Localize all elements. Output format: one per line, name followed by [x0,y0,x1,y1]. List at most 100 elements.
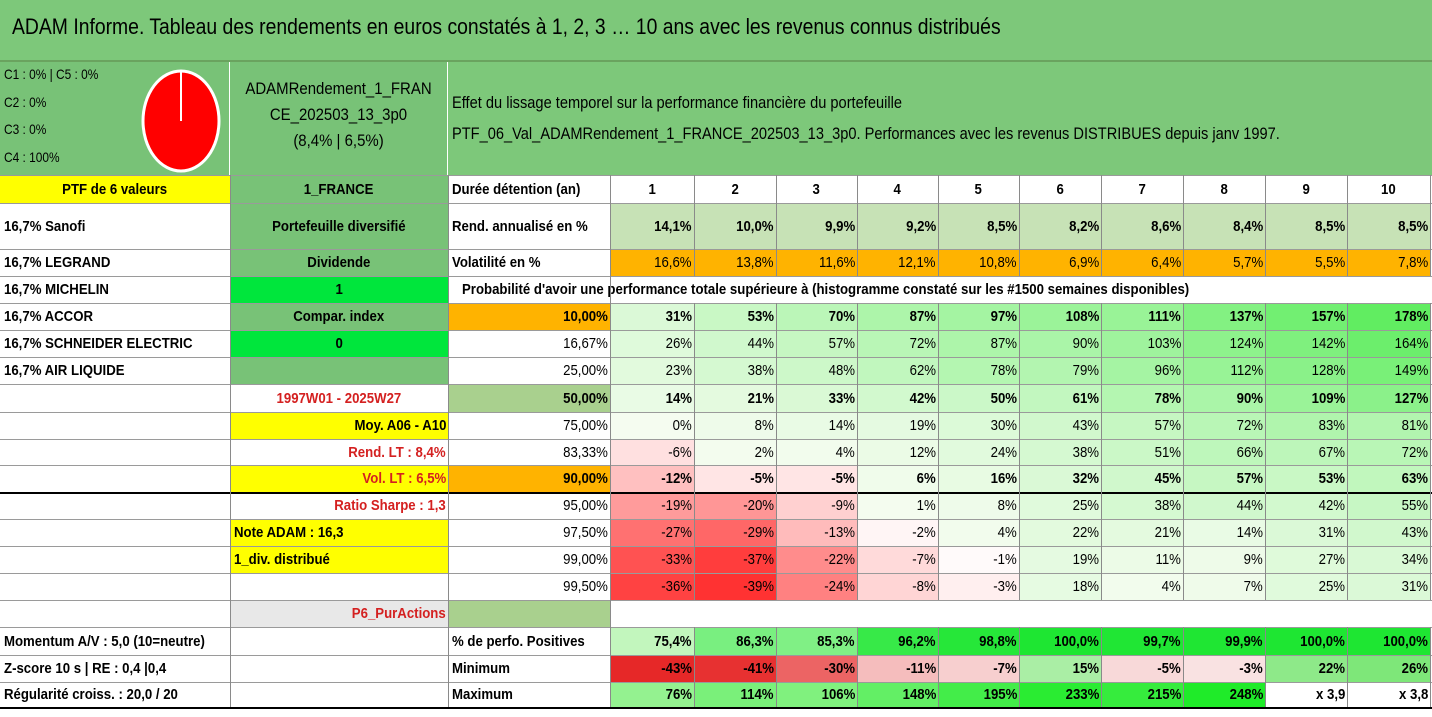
mid-column-cell: Moy. A06 - A10 [230,412,448,439]
quantile-value: -39% [694,573,776,600]
mid-column-cell: Ratio Sharpe : 1,3 [230,492,448,519]
quantile-value: 42% [857,384,938,412]
quantile-value: 2% [694,439,776,465]
quantile-value: 128% [1265,357,1347,384]
year-header: 6 [1019,175,1101,203]
positives-value: 96,2% [857,627,938,655]
vol-label: Volatilité en % [448,249,610,276]
quantile-value: 63% [1347,465,1430,492]
positives-value: 100,0% [1265,627,1347,655]
grid-line [0,627,1432,628]
mid-column-cell: Rend. LT : 8,4% [230,439,448,465]
mid-column-cell [230,357,448,384]
mid-column-cell: Vol. LT : 6,5% [230,465,448,492]
quantile-value: 11% [1101,546,1183,573]
quantile-value: -36% [610,573,694,600]
quantile-value: 31% [1347,573,1430,600]
portfolio-name-line: CE_202503_13_3p0 [269,105,408,124]
vol-value: 6,9% [1019,249,1101,276]
positives-value: 99,9% [1183,627,1265,655]
year-header: 4 [857,175,938,203]
vol-value: 13,8% [694,249,776,276]
grid-line [857,303,858,600]
year-header: 5 [938,175,1019,203]
quantile-value: 19% [857,412,938,439]
grid-line [776,175,777,276]
quantile-value: -22% [776,546,857,573]
quantile-value: 16% [938,465,1019,492]
quantile-value: 53% [694,303,776,330]
grid-line [0,357,1432,358]
quantile-value: 19% [1019,546,1101,573]
grid-line [857,627,858,707]
vol-value: 7,8% [1347,249,1430,276]
quantile-value: 90% [1019,330,1101,357]
grid-line [1183,303,1184,600]
grid-line [1101,303,1102,600]
quantile-value: 70% [776,303,857,330]
grid-line [1347,175,1348,276]
left-column-cell [0,519,230,546]
left-column-cell: Z-score 10 s | RE : 0,4 |0,4 [0,655,230,682]
maximum-value: 148% [857,682,938,707]
left-column-cell [0,492,230,519]
quantile-value: -19% [610,492,694,519]
year-header: 3 [776,175,857,203]
quantile-value: 127% [1347,384,1430,412]
quantile-value: 43% [1019,412,1101,439]
grid-line [1183,175,1184,276]
p6-color-block [448,600,610,627]
quantile-value: 27% [1265,546,1347,573]
maximum-value: 233% [1019,682,1101,707]
quantile-value: 72% [1183,412,1265,439]
quantile-value: 124% [1183,330,1265,357]
quantile-value: 4% [1101,573,1183,600]
minimum-value: -7% [938,655,1019,682]
grid-line [0,682,1432,683]
vol-value: 6,4% [1101,249,1183,276]
quantile-value: 14% [776,412,857,439]
year-header: 10 [1347,175,1430,203]
quantile-value: 55% [1347,492,1430,519]
quantile-value: 44% [1183,492,1265,519]
grid-line [0,600,1432,601]
quantile-value: 4% [776,439,857,465]
mid-column-cell: 0 [230,330,448,357]
positives-label: % de perfo. Positives [448,627,610,655]
maximum-value: x 3,8 [1347,682,1430,707]
quantile-value: 18% [1019,573,1101,600]
quantile-label: 75,00% [448,412,610,439]
quantile-value: 26% [610,330,694,357]
quantile-value: 0% [610,412,694,439]
portfolio-name-line: (8,4% | 6,5%) [293,131,384,150]
quantile-value: 25% [1019,492,1101,519]
mid-column-cell: Dividende [230,249,448,276]
mid-column-cell: Compar. index [230,303,448,330]
quantile-label: 50,00% [448,384,610,412]
grid-line [1265,303,1266,600]
quantile-value: -13% [776,519,857,546]
rend-value: 8,4% [1183,203,1265,249]
left-column-cell: 16,7% MICHELIN [0,276,230,303]
grid-line [448,175,449,707]
left-column-cell: 16,7% AIR LIQUIDE [0,357,230,384]
quantile-value: -5% [694,465,776,492]
quantile-value: -29% [694,519,776,546]
minimum-value: -11% [857,655,938,682]
composition-pie-chart [141,69,221,173]
quantile-value: 22% [1019,519,1101,546]
grid-line [938,627,939,707]
quantile-value: 31% [1265,519,1347,546]
rend-value: 10,0% [694,203,776,249]
description-line: PTF_06_Val_ADAMRendement_1_FRANCE_202503… [452,124,1280,143]
positives-value: 86,3% [694,627,776,655]
left-column-cell [0,546,230,573]
quantile-value: -24% [776,573,857,600]
quantile-value: 66% [1183,439,1265,465]
grid-line [0,203,1432,204]
report-title: ADAM Informe. Tableau des rendements en … [12,14,1001,39]
minimum-value: -3% [1183,655,1265,682]
quantile-value: 87% [938,330,1019,357]
quantile-value: 32% [1019,465,1101,492]
grid-line [694,175,695,276]
